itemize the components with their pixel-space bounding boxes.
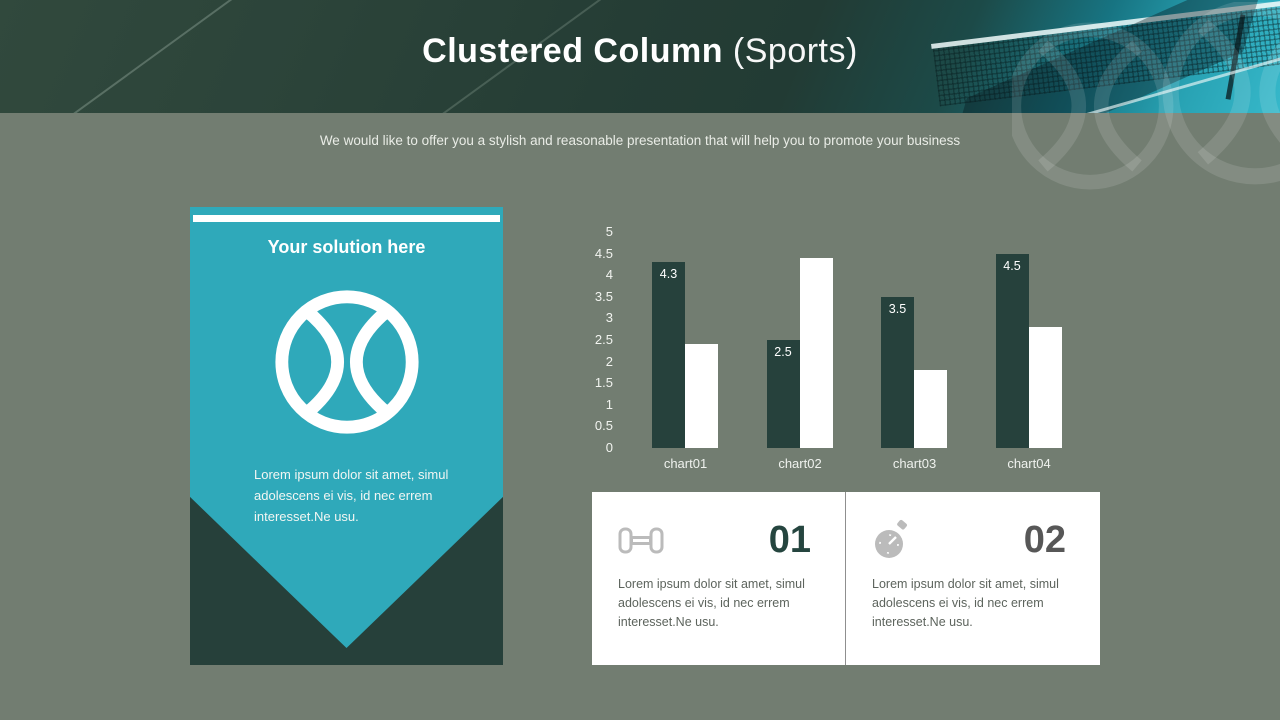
title-suffix: (Sports) <box>722 32 858 70</box>
stopwatch-icon <box>875 519 907 558</box>
bar-series-white-chart02 <box>799 257 833 448</box>
x-axis-label-chart02: chart02 <box>778 456 822 471</box>
x-axis-category-labels: chart01 chart02 chart03 chart04 <box>625 456 1105 476</box>
clustered-column-chart: 5 4.5 4 3.5 3 2.5 2 1.5 1 0.5 0 4.3 2.5 3.5 4.5 chart… <box>585 224 1105 480</box>
y-axis-tick-labels: 5 4.5 4 3.5 3 2.5 2 1.5 1 0.5 0 <box>594 224 613 455</box>
bar-series-white-chart01 <box>685 344 718 448</box>
solution-card-title: Your solution here <box>267 237 426 257</box>
info-card-02: 02 Lorem ipsum dolor sit amet, simul ado… <box>846 492 1100 665</box>
dumbbell-icon <box>618 527 664 553</box>
bar-series-dark-chart02: 2.5 <box>766 340 800 448</box>
info-card-header: 01 <box>618 518 811 562</box>
bar-data-label: 4.5 <box>1003 258 1021 273</box>
card-top-strip <box>193 215 500 222</box>
chart-plot-area: 4.3 2.5 3.5 4.5 <box>625 232 1105 448</box>
tennis-ball-icon <box>268 283 426 446</box>
bar-data-label: 2.5 <box>774 345 792 359</box>
solution-card: Your solution here Lorem ipsum dolor sit… <box>190 207 503 665</box>
x-axis-label-chart01: chart01 <box>663 456 708 471</box>
bar-data-label: 4.3 <box>659 267 678 282</box>
info-card-header: 02 <box>872 518 1066 562</box>
page-title: Clustered Column (Sports) <box>0 32 1280 71</box>
slide-subtitle: We would like to offer you a stylish and… <box>319 133 961 148</box>
x-axis-label-chart04: chart04 <box>1007 456 1051 471</box>
x-axis-label-chart03: chart03 <box>892 456 937 471</box>
bar-series-dark-chart01: 4.3 <box>652 262 685 448</box>
info-card-number: 02 <box>1023 519 1066 561</box>
header-banner: Clustered Column (Sports) <box>0 0 1280 113</box>
bar-series-white-chart04 <box>1028 327 1062 448</box>
bar-series-dark-chart03: 3.5 <box>881 296 914 448</box>
bar-data-label: 3.5 <box>888 301 907 316</box>
info-card-number: 01 <box>768 519 811 561</box>
bar-series-white-chart03 <box>914 370 947 448</box>
info-card-01: 01 Lorem ipsum dolor sit amet, simul ado… <box>592 492 846 665</box>
info-card-text: Lorem ipsum dolor sit amet, simul adoles… <box>872 577 1059 629</box>
bar-series-dark-chart04: 4.5 <box>995 253 1029 448</box>
info-cards-panel: 01 Lorem ipsum dolor sit amet, simul ado… <box>592 492 1100 665</box>
solution-card-text: Lorem ipsum dolor sit amet, simul adoles… <box>254 467 449 524</box>
title-main: Clustered Column <box>422 32 723 70</box>
info-card-text: Lorem ipsum dolor sit amet, simul adoles… <box>618 577 805 629</box>
